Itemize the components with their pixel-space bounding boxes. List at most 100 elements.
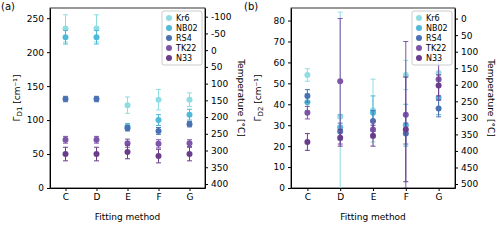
error-bar: [338, 129, 343, 146]
tick: 250: [205, 129, 228, 139]
error-cap: [403, 188, 408, 189]
tick: -100: [205, 12, 232, 22]
panel: 050100150200250-100-50050100150200250300…: [1, 1, 246, 222]
point: [63, 96, 69, 102]
axis: -100-50050100150200250300350400: [205, 9, 232, 190]
panel-title: (b): [244, 1, 258, 12]
tick-label: 50: [274, 79, 286, 89]
error-cap: [187, 147, 192, 148]
error-cap: [371, 121, 376, 122]
tick: 60: [274, 58, 291, 68]
error-cap: [156, 109, 161, 110]
tick-mark: [288, 41, 291, 42]
error-cap: [63, 160, 68, 161]
tick-label: 70: [274, 37, 286, 47]
tick: 30: [274, 121, 291, 131]
tick-label: C: [305, 192, 311, 202]
tick-label: 200: [27, 48, 44, 58]
legend-marker: [166, 35, 172, 41]
tick: C: [63, 188, 69, 202]
tick-label: -100: [211, 12, 232, 22]
point: [187, 112, 193, 118]
tick-label: G: [187, 192, 194, 202]
axis: 01020304050607080: [274, 9, 292, 194]
point: [436, 82, 442, 88]
error-cap: [63, 143, 68, 144]
tick-mark: [205, 134, 208, 135]
tick-mark: [47, 18, 50, 19]
tick: 150: [27, 81, 50, 91]
tick-mark: [47, 120, 50, 121]
tick-label: 80: [274, 16, 286, 26]
point: [63, 25, 69, 31]
error-bar: [305, 90, 310, 103]
point: [156, 141, 162, 147]
tick-mark: [47, 86, 50, 87]
error-bar: [187, 140, 192, 147]
tick-label: E: [371, 192, 377, 202]
tick: F: [404, 188, 409, 202]
error-cap: [125, 139, 130, 140]
series: [304, 90, 441, 144]
tick: 0: [205, 46, 217, 56]
point: [156, 153, 162, 159]
legend-label: TK22: [425, 44, 446, 53]
error-bar: [94, 136, 99, 143]
error-bar: [63, 96, 68, 101]
error-bar: [403, 41, 408, 188]
tick-label: 200: [461, 80, 478, 90]
error-cap: [156, 147, 161, 148]
legend-marker: [416, 55, 422, 61]
legend-box: [412, 11, 452, 65]
point: [94, 137, 100, 143]
error-cap: [338, 146, 343, 147]
tick-label: 250: [211, 129, 228, 139]
tick-label: 400: [461, 146, 478, 156]
tick-label: E: [125, 192, 131, 202]
error-cap: [436, 100, 441, 101]
tick: E: [371, 188, 377, 202]
tick-label: 150: [461, 64, 478, 74]
tick-label: 60: [274, 58, 286, 68]
tick-mark: [205, 167, 208, 168]
error-cap: [187, 109, 192, 110]
axis: CDEFG: [51, 188, 206, 202]
tick-label: 300: [461, 113, 478, 123]
tick: 200: [205, 112, 228, 122]
legend-label: Kr6: [176, 14, 190, 23]
error-bar: [187, 109, 192, 120]
tick: 80: [274, 16, 291, 26]
tick: 70: [274, 37, 291, 47]
tick-label: 100: [211, 79, 228, 89]
tick-mark: [205, 100, 208, 101]
point: [187, 121, 193, 127]
error-cap: [125, 96, 130, 97]
point: [94, 151, 100, 157]
axis: 050100150200250300350400450500: [455, 9, 478, 190]
tick-mark: [288, 62, 291, 63]
error-cap: [156, 139, 161, 140]
tick-mark: [455, 118, 458, 119]
tick: -50: [205, 29, 226, 39]
error-bar: [338, 18, 343, 144]
error-cap: [371, 95, 376, 96]
error-cap: [305, 81, 310, 82]
legend-marker: [416, 25, 422, 31]
error-bar: [94, 96, 99, 101]
error-bar: [125, 126, 130, 131]
tick-label: 100: [461, 47, 478, 57]
panel: 0102030405060708005010015020025030035040…: [244, 1, 496, 222]
tick-mark: [66, 188, 67, 191]
tick: 500: [455, 179, 478, 189]
tick: 0: [38, 183, 50, 193]
error-bar: [187, 93, 192, 107]
error-cap: [187, 160, 192, 161]
tick-mark: [205, 117, 208, 118]
tick-mark: [307, 188, 308, 191]
point: [125, 125, 131, 131]
error-cap: [338, 12, 343, 13]
error-bar: [94, 15, 99, 42]
point: [187, 97, 193, 103]
error-cap: [94, 143, 99, 144]
tick: 50: [274, 79, 291, 89]
